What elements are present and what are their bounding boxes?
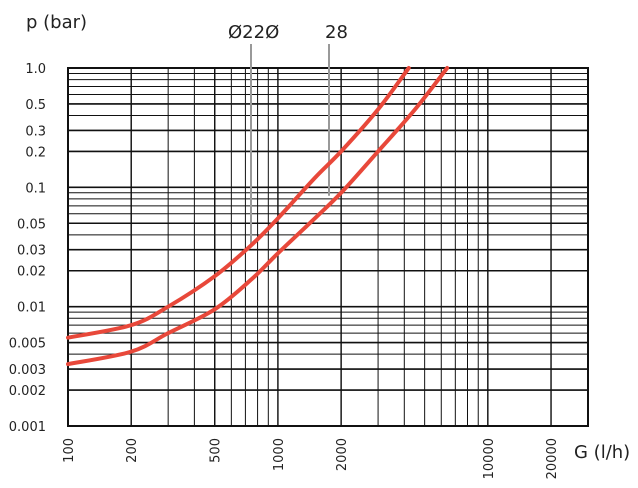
x-tick-label: 10000 (482, 438, 497, 479)
y-axis-label: p (bar) (26, 12, 87, 33)
y-tick-label: 0.05 (17, 217, 46, 232)
y-tick-label: 0.3 (25, 124, 46, 139)
y-tick-label: 0.002 (9, 384, 46, 399)
y-tick-label: 0.005 (9, 337, 46, 352)
x-tick-label: 100 (62, 438, 77, 463)
y-tick-label: 1.0 (25, 62, 46, 77)
y-tick-label: 0.1 (25, 181, 46, 196)
y-tick-label: 0.2 (25, 145, 46, 160)
series-leader-lines (250, 44, 330, 245)
y-tick-labels: 1.0 0.5 0.3 0.2 0.1 0.05 0.03 0.02 0.01 0.005 0.00… (9, 62, 46, 435)
x-tick-label: 1000 (272, 438, 287, 471)
y-tick-label: 0.01 (17, 301, 46, 316)
y-tick-label: 0.02 (17, 265, 46, 280)
series-label-22: Ø22Ø (228, 22, 279, 43)
x-tick-labels: 100 200 500 1000 2000 10000 20000 (62, 438, 560, 479)
x-tick-label: 20000 (545, 438, 560, 479)
series-curves (66, 66, 450, 367)
series-curve-0 (66, 66, 411, 340)
x-tick-label: 500 (209, 438, 224, 463)
y-tick-label: 0.001 (9, 420, 46, 435)
y-tick-label: 0.5 (25, 98, 46, 113)
x-axis-label: G (l/h) (574, 442, 630, 463)
series-curve-1 (66, 66, 450, 367)
series-label-28: 28 (325, 22, 348, 43)
y-tick-label: 0.003 (9, 363, 46, 378)
x-tick-label: 200 (125, 438, 140, 463)
y-tick-label: 0.03 (17, 244, 46, 259)
x-tick-label: 2000 (335, 438, 350, 471)
